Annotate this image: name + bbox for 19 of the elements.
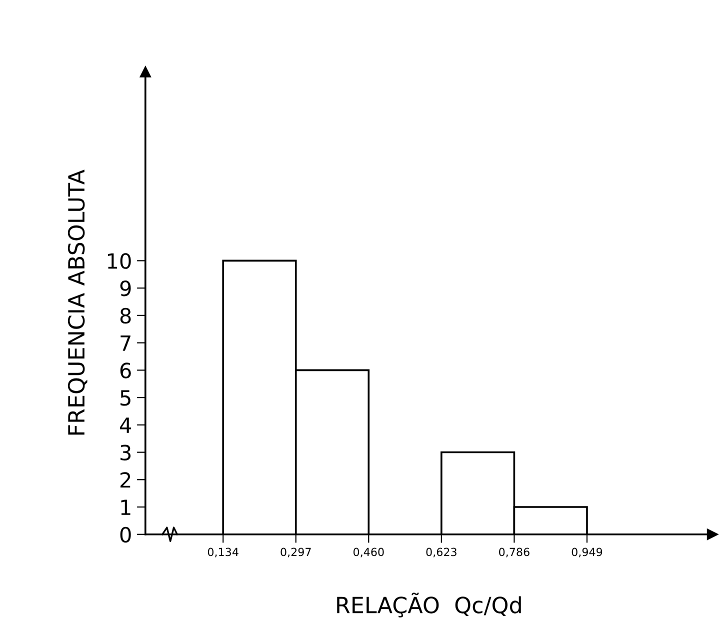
- y-tick-label: 10: [108, 253, 131, 269]
- y-tick-label: 0: [120, 526, 131, 543]
- y-tick-label: 6: [120, 362, 131, 378]
- x-tick-label: 0,949: [572, 548, 602, 558]
- x-axis-title: RELAÇÃO Qc/Qd: [337, 592, 521, 618]
- x-tick-label: 0,623: [426, 548, 456, 558]
- y-tick-label: 7: [120, 336, 130, 351]
- x-tick-label: 0,460: [353, 548, 384, 558]
- x-tick-label: 0,134: [208, 548, 238, 558]
- y-tick-label: 1: [121, 500, 130, 515]
- y-axis-title: FREQUENCIA ABSOLUTA: [68, 170, 88, 435]
- y-tick-label: 5: [120, 390, 130, 406]
- y-tick-label: 3: [120, 444, 131, 460]
- y-tick-label: 8: [120, 308, 131, 324]
- y-tick-label: 4: [120, 418, 132, 433]
- x-tick-label: 0,297: [280, 548, 311, 558]
- x-tick-label: 0,786: [499, 548, 530, 558]
- y-tick-label: 2: [120, 472, 130, 488]
- y-tick-label: 9: [120, 280, 131, 296]
